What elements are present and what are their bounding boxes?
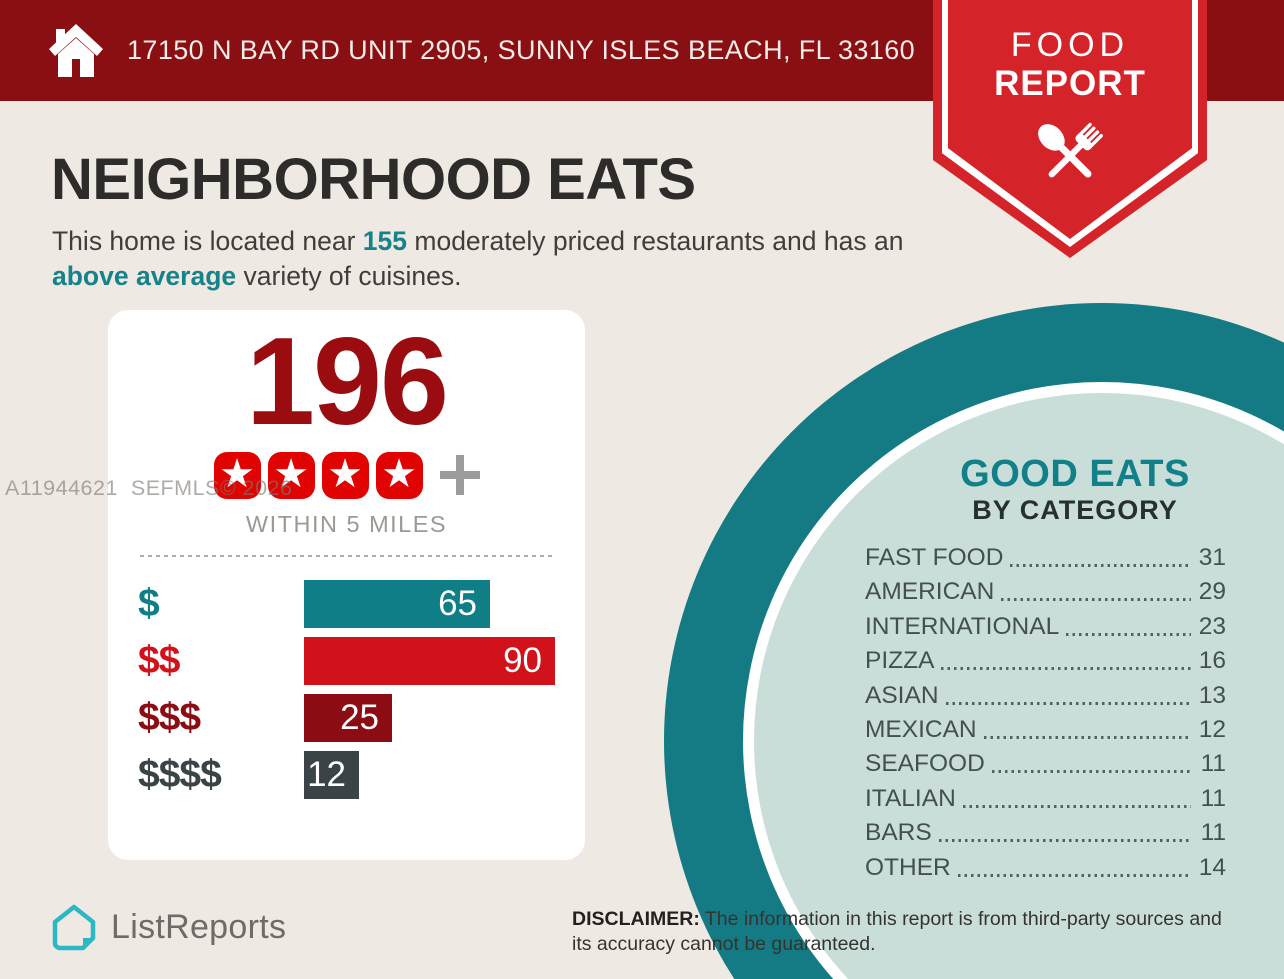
listreports-house-icon bbox=[52, 904, 96, 951]
category-label: MEXICAN bbox=[865, 715, 977, 743]
category-row: AMERICAN 29 bbox=[865, 577, 1226, 606]
dotted-leader bbox=[1001, 598, 1191, 602]
dashed-divider bbox=[140, 554, 553, 557]
price-tier-bar: 90 bbox=[304, 636, 555, 685]
category-row: FAST FOOD 31 bbox=[865, 543, 1226, 572]
category-row: PIZZA 16 bbox=[865, 646, 1226, 675]
category-label: ITALIAN bbox=[865, 784, 956, 812]
restaurant-count-highlight: 155 bbox=[362, 226, 408, 256]
home-icon bbox=[49, 24, 103, 77]
category-label: ASIAN bbox=[865, 681, 939, 709]
disclaimer-label: DISCLAIMER: bbox=[572, 908, 700, 930]
summary-text-pre: This home is located near bbox=[52, 226, 363, 256]
category-count: 29 bbox=[1198, 578, 1226, 606]
category-count: 11 bbox=[1200, 750, 1226, 778]
category-row: MEXICAN 12 bbox=[865, 715, 1226, 744]
category-label: BARS bbox=[865, 819, 932, 847]
listreports-logo: ListReports bbox=[50, 903, 286, 951]
price-tier-row: $65 bbox=[138, 579, 585, 628]
star-rating: ★ ★ ★ ★ bbox=[108, 451, 585, 499]
star-icon: ★ bbox=[375, 451, 423, 499]
category-row: SEAFOOD 11 bbox=[865, 749, 1226, 778]
listreports-wordmark: ListReports bbox=[111, 907, 287, 946]
star-icon: ★ bbox=[213, 451, 261, 499]
category-row: BARS 11 bbox=[865, 818, 1226, 847]
plus-icon bbox=[439, 455, 480, 496]
category-label: OTHER bbox=[865, 853, 951, 881]
dotted-leader bbox=[941, 667, 1191, 671]
category-count: 11 bbox=[1200, 784, 1226, 812]
star-glyph: ★ bbox=[381, 451, 417, 496]
star-glyph: ★ bbox=[273, 451, 309, 496]
category-count: 14 bbox=[1198, 853, 1226, 881]
dotted-leader bbox=[1010, 564, 1191, 567]
star-glyph: ★ bbox=[219, 451, 255, 496]
price-tier-bar-chart: $65 $$ 90 $$$ 25 $$$$ 12 bbox=[108, 579, 585, 799]
dotted-leader bbox=[962, 804, 1191, 808]
variety-highlight: above average bbox=[52, 261, 237, 292]
star-icon: ★ bbox=[321, 451, 369, 499]
radius-caption: WITHIN 5 MILES bbox=[245, 510, 448, 537]
food-report-ribbon: FOOD REPORT bbox=[933, 0, 1207, 258]
category-count: 31 bbox=[1198, 544, 1226, 571]
category-count: 13 bbox=[1198, 681, 1226, 709]
price-tier-row: $$ 90 bbox=[138, 636, 585, 685]
ribbon-title-report: REPORT bbox=[994, 64, 1146, 103]
category-count: 16 bbox=[1198, 647, 1226, 675]
summary-text-post: variety of cuisines. bbox=[236, 261, 462, 292]
category-count: 23 bbox=[1198, 612, 1226, 640]
disclaimer: DISCLAIMER: The information in this repo… bbox=[572, 907, 1236, 958]
crossed-spoon-fork-icon bbox=[1038, 122, 1103, 178]
page-title: NEIGHBORHOOD EATS bbox=[51, 147, 696, 212]
price-tier-bar: 65 bbox=[304, 579, 490, 628]
price-tier-bar: 25 bbox=[304, 693, 392, 742]
price-tier-bar: 12 bbox=[304, 750, 359, 799]
dotted-leader bbox=[1066, 632, 1191, 636]
category-label: SEAFOOD bbox=[865, 750, 985, 778]
dotted-leader bbox=[983, 735, 1191, 739]
category-row: ITALIAN 11 bbox=[865, 784, 1226, 813]
disclaimer-text: The information in this report is from t… bbox=[572, 908, 1222, 956]
price-tier-label: $ bbox=[138, 581, 160, 625]
restaurant-summary-card: 196 ★ ★ ★ ★ WITHIN 5 MILES $65 $$ 90 $$$ 25 $$$$… bbox=[108, 310, 585, 860]
category-count: 11 bbox=[1200, 819, 1226, 847]
category-row: INTERNATIONAL 23 bbox=[865, 612, 1226, 641]
summary-text-mid: moderately priced restaurants and has an bbox=[407, 226, 904, 256]
dotted-leader bbox=[945, 701, 1191, 705]
price-tier-row: $$$$ 12 bbox=[138, 750, 585, 799]
price-tier-label: $$$ bbox=[138, 695, 201, 739]
category-label: INTERNATIONAL bbox=[865, 612, 1060, 640]
category-row: OTHER 14 bbox=[865, 853, 1226, 882]
price-tier-label: $$$$ bbox=[138, 752, 222, 796]
price-tier-label: $$ bbox=[138, 638, 180, 682]
total-restaurant-count: 196 bbox=[246, 313, 449, 451]
star-icon: ★ bbox=[267, 451, 315, 499]
good-eats-subtitle: BY CATEGORY bbox=[972, 495, 1178, 525]
category-list: FAST FOOD 31 AMERICAN 29 INTERNATIONAL 23 PIZZ… bbox=[865, 543, 1226, 887]
category-label: AMERICAN bbox=[865, 578, 995, 606]
dotted-leader bbox=[957, 873, 1191, 877]
dotted-leader bbox=[938, 839, 1191, 843]
property-address: 17150 N BAY RD UNIT 2905, SUNNY ISLES BE… bbox=[127, 35, 916, 65]
category-count: 12 bbox=[1198, 715, 1226, 743]
ribbon-title-food: FOOD bbox=[1010, 26, 1130, 64]
price-tier-row: $$$ 25 bbox=[138, 693, 585, 742]
category-row: ASIAN 13 bbox=[865, 681, 1226, 710]
summary-sentence: This home is located near 155 moderately… bbox=[52, 224, 916, 294]
category-label: FAST FOOD bbox=[865, 544, 1004, 571]
star-glyph: ★ bbox=[327, 451, 363, 496]
dotted-leader bbox=[991, 770, 1191, 774]
good-eats-title: GOOD EATS bbox=[960, 453, 1190, 495]
category-label: PIZZA bbox=[865, 647, 935, 675]
